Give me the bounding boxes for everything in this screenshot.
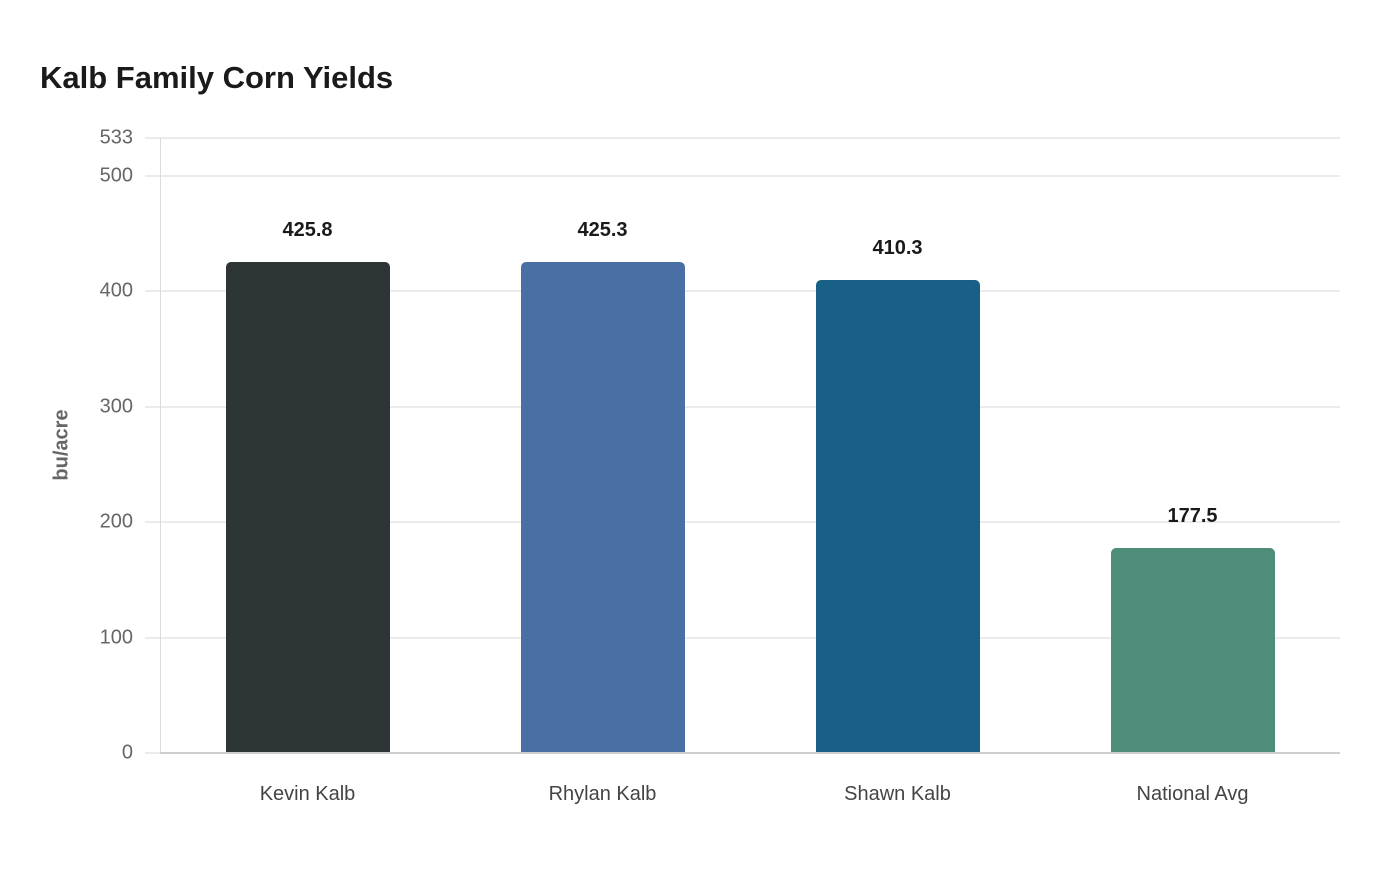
x-tick-label: Kevin Kalb — [259, 783, 356, 805]
x-tick-label: National Avg — [1136, 783, 1249, 805]
y-tick-label: 533 — [99, 126, 133, 149]
x-tick-label: Shawn Kalb — [844, 783, 951, 805]
bar-shawn-kalb[interactable] — [815, 279, 980, 753]
gridline — [145, 521, 1340, 524]
y-tick-label: 300 — [99, 395, 133, 418]
gridline — [145, 175, 1340, 178]
gridline — [145, 636, 1340, 639]
y-tick-label: 100 — [99, 626, 133, 649]
value-label: 425.8 — [282, 218, 333, 241]
bar-national-avg[interactable] — [1110, 548, 1275, 753]
y-tick-label: 400 — [99, 279, 133, 302]
gridline — [145, 137, 1340, 139]
gridline — [145, 290, 1340, 293]
value-label: 410.3 — [872, 236, 923, 259]
value-label: 425.3 — [577, 219, 628, 242]
gridline — [145, 405, 1340, 408]
y-tick-label: 500 — [99, 164, 133, 187]
bar-rhylan-kalb[interactable] — [520, 262, 685, 753]
x-tick-label: Rhylan Kalb — [548, 783, 657, 805]
chart-title: Kalb Family Corn Yields — [40, 60, 394, 95]
value-label: 177.5 — [1167, 505, 1218, 528]
y-tick-label: 200 — [99, 510, 133, 533]
bar-kevin-kalb[interactable] — [225, 261, 390, 753]
x-axis-line — [160, 752, 1340, 754]
y-tick-label: 0 — [121, 741, 133, 764]
y-axis-line — [160, 138, 161, 753]
